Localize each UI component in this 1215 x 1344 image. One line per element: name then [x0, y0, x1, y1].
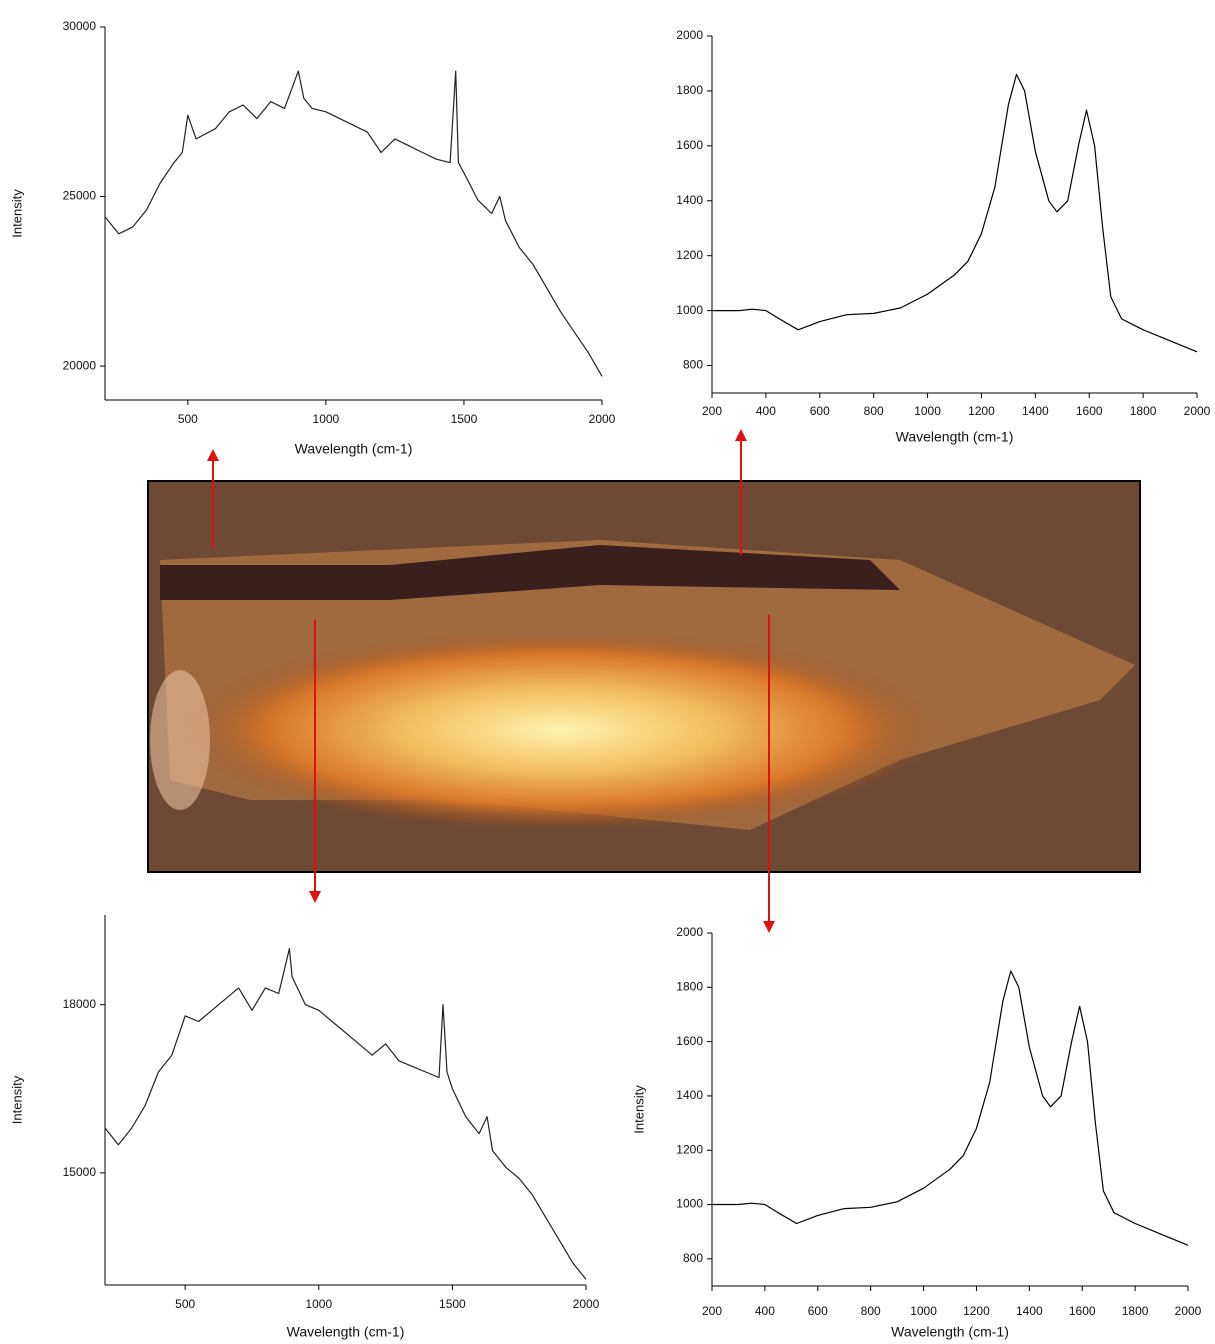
x-tick-label: 1600 — [1069, 1304, 1096, 1318]
y-tick-label: 1400 — [676, 1088, 703, 1102]
y-axis-label: Intensity — [9, 1075, 24, 1124]
x-tick-label: 400 — [755, 1304, 775, 1318]
x-tick-label: 2000 — [1184, 404, 1211, 418]
x-tick-label: 1000 — [313, 412, 340, 426]
x-tick-label: 600 — [810, 404, 830, 418]
spectrum-line — [712, 970, 1189, 1246]
y-tick-label: 1800 — [676, 979, 703, 993]
x-tick-label: 2000 — [589, 412, 616, 426]
x-tick-label: 500 — [178, 412, 198, 426]
y-axis-label: Intensity — [631, 1085, 646, 1134]
x-tick-label: 1500 — [439, 1297, 466, 1311]
y-tick-label: 30000 — [63, 19, 97, 33]
y-axis-label: Intensity — [9, 189, 24, 238]
y-tick-label: 2000 — [676, 925, 703, 939]
x-tick-label: 800 — [861, 1304, 881, 1318]
y-tick-label: 1000 — [676, 303, 703, 317]
x-tick-label: 1200 — [968, 404, 995, 418]
x-tick-label: 500 — [175, 1297, 195, 1311]
x-tick-label: 200 — [702, 404, 722, 418]
x-tick-label: 2000 — [1175, 1304, 1202, 1318]
y-tick-label: 15000 — [63, 1165, 97, 1179]
y-tick-label: 2000 — [676, 28, 703, 42]
x-tick-label: 1800 — [1130, 404, 1157, 418]
x-tick-label: 200 — [702, 1304, 722, 1318]
x-tick-label: 2000 — [573, 1297, 600, 1311]
spectrum-line — [712, 73, 1198, 353]
y-tick-label: 1600 — [676, 138, 703, 152]
x-tick-label: 600 — [808, 1304, 828, 1318]
x-tick-label: 1000 — [305, 1297, 332, 1311]
x-tick-label: 1400 — [1016, 1304, 1043, 1318]
micrograph — [147, 480, 1141, 873]
y-tick-label: 1600 — [676, 1034, 703, 1048]
y-tick-label: 25000 — [63, 189, 97, 203]
arrows — [207, 429, 775, 933]
x-tick-label: 1000 — [914, 404, 941, 418]
y-tick-label: 1200 — [676, 1142, 703, 1156]
x-tick-label: 800 — [864, 404, 884, 418]
x-tick-label: 400 — [756, 404, 776, 418]
x-axis-label: Wavelength (cm-1) — [896, 429, 1014, 445]
x-axis-label: Wavelength (cm-1) — [891, 1324, 1009, 1340]
x-axis-label: Wavelength (cm-1) — [295, 441, 413, 457]
y-tick-label: 18000 — [63, 997, 97, 1011]
x-tick-label: 1000 — [910, 1304, 937, 1318]
x-tick-label: 1200 — [963, 1304, 990, 1318]
y-tick-label: 800 — [683, 1251, 703, 1265]
y-tick-label: 1000 — [676, 1197, 703, 1211]
spectrum-line — [104, 948, 587, 1280]
y-tick-label: 1200 — [676, 248, 703, 262]
x-tick-label: 1500 — [451, 412, 478, 426]
y-tick-label: 20000 — [63, 358, 97, 372]
y-tick-label: 800 — [683, 358, 703, 372]
x-tick-label: 1400 — [1022, 404, 1049, 418]
y-tick-label: 1800 — [676, 83, 703, 97]
x-tick-label: 1600 — [1076, 404, 1103, 418]
x-axis-label: Wavelength (cm-1) — [287, 1324, 405, 1340]
spectrum-line — [104, 70, 603, 377]
y-tick-label: 1400 — [676, 193, 703, 207]
x-tick-label: 1800 — [1122, 1304, 1149, 1318]
